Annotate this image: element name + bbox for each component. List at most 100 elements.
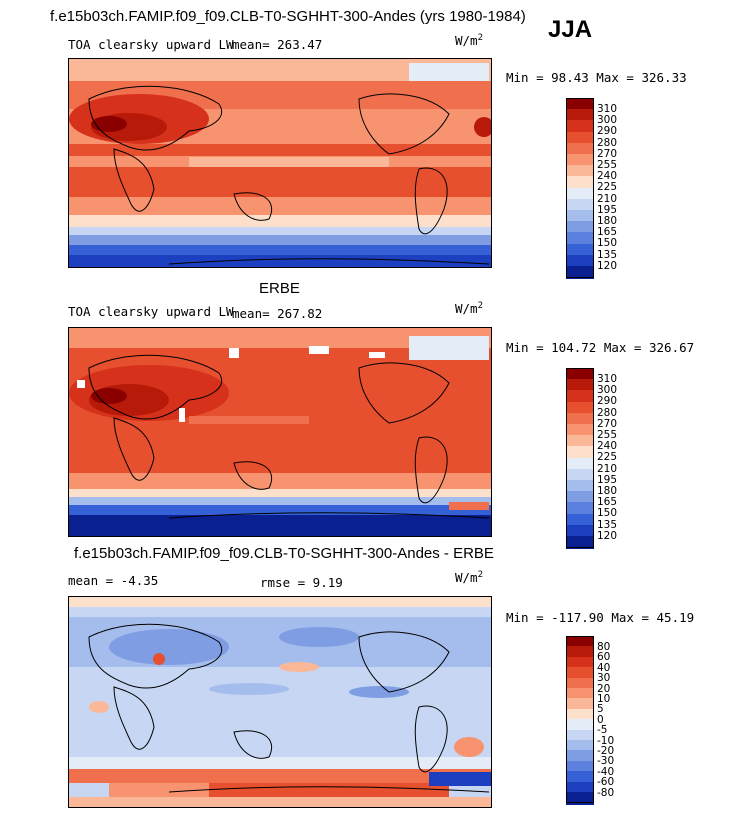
colorbar-tick: 300	[597, 384, 618, 397]
panel3-colorbar: 80 60 40 30 20 10 5 0 -5 -10 -20 -30 -40…	[566, 636, 626, 816]
panel2-minmax-label: Min = 104.72 Max = 326.67	[506, 340, 695, 355]
colorbar-swatch	[566, 446, 594, 460]
colorbar-tick: 290	[597, 125, 618, 138]
colorbar-tick: 40	[597, 661, 611, 674]
colorbar-swatch	[566, 198, 594, 212]
colorbar-tick: 210	[597, 192, 618, 205]
colorbar-tick: 240	[597, 440, 618, 453]
panel1-map	[68, 58, 492, 268]
colorbar-swatch	[566, 232, 594, 246]
colorbar-swatch	[566, 468, 594, 482]
colorbar-tick: 195	[597, 473, 618, 486]
colorbar-tick: 20	[597, 682, 611, 695]
colorbar-tick: 255	[597, 159, 618, 171]
panel3-minmax-label: Min = -117.90 Max = 45.19	[506, 610, 695, 625]
colorbar-swatch	[566, 368, 594, 381]
colorbar-swatch	[566, 120, 594, 134]
colorbar-tick: 225	[597, 451, 618, 464]
panel1-variable-label: TOA clearsky upward LW	[68, 37, 234, 52]
colorbar-swatch	[566, 760, 594, 774]
colorbar-swatch	[566, 254, 594, 268]
colorbar-tick: 165	[597, 226, 618, 239]
colorbar-tick: 135	[597, 248, 618, 261]
colorbar-tick: -20	[597, 745, 615, 757]
colorbar-swatch	[566, 536, 594, 549]
colorbar-swatch	[566, 109, 594, 122]
colorbar-swatch	[566, 187, 594, 201]
colorbar-swatch	[566, 221, 594, 234]
colorbar-tick: 290	[597, 395, 618, 408]
panel2-units-label: W/m2	[455, 301, 483, 317]
colorbar-swatch	[566, 210, 594, 223]
colorbar-swatch	[566, 176, 594, 190]
colorbar-tick: 120	[597, 529, 618, 542]
colorbar-tick: 180	[597, 485, 618, 497]
colorbar-tick: -10	[597, 734, 615, 747]
colorbar-swatch	[566, 243, 594, 257]
colorbar-swatch	[566, 656, 594, 670]
colorbar-tick: 310	[597, 103, 618, 115]
colorbar-swatch	[566, 165, 594, 178]
panel3-mean-label: mean = -4.35	[68, 573, 159, 588]
colorbar-swatch	[566, 677, 594, 691]
colorbar-tick: 135	[597, 518, 618, 531]
colorbar-swatch	[566, 781, 594, 795]
colorbar-tick: 240	[597, 170, 618, 183]
colorbar-swatch	[566, 667, 594, 680]
colorbar-swatch	[566, 412, 594, 426]
colorbar-tick: 30	[597, 672, 611, 685]
colorbar-swatch	[566, 688, 594, 701]
panel1-units-label: W/m2	[455, 33, 483, 49]
colorbar-swatch	[566, 390, 594, 404]
panel1-mean-label: mean= 263.47	[232, 37, 323, 52]
colorbar-swatch	[566, 154, 594, 167]
colorbar-tick: -30	[597, 755, 615, 768]
colorbar-swatch	[566, 719, 594, 732]
colorbar-swatch	[566, 646, 594, 660]
colorbar-swatch	[566, 457, 594, 471]
panel3-units-label: W/m2	[455, 570, 483, 586]
panel1-minmax-label: Min = 98.43 Max = 326.33	[506, 70, 687, 85]
colorbar-swatch	[566, 740, 594, 753]
colorbar-swatch	[566, 750, 594, 764]
colorbar-swatch	[566, 491, 594, 504]
colorbar-tick: 270	[597, 417, 618, 430]
colorbar-tick: 5	[597, 703, 604, 716]
colorbar-swatch	[566, 142, 594, 156]
panel3-rmse-label: rmse = 9.19	[260, 575, 343, 590]
colorbar-tick: 195	[597, 203, 618, 216]
panel2-variable-label: TOA clearsky upward LW	[68, 304, 234, 319]
colorbar-tick: 180	[597, 215, 618, 227]
colorbar-swatch	[566, 708, 594, 722]
colorbar-tick: 0	[597, 713, 604, 726]
panel2-mean-label: mean= 267.82	[232, 306, 323, 321]
panel2-colorbar: 310 300 290 280 270 255 240 225 210 195 …	[566, 368, 626, 573]
colorbar-tick: 165	[597, 496, 618, 509]
colorbar-swatch	[566, 131, 594, 145]
colorbar-tick: -40	[597, 765, 615, 778]
colorbar-swatch	[566, 435, 594, 448]
colorbar-swatch	[566, 524, 594, 538]
colorbar-tick: -5	[597, 724, 608, 737]
colorbar-tick: 255	[597, 429, 618, 441]
colorbar-swatch	[566, 98, 594, 111]
colorbar-swatch	[566, 401, 594, 415]
colorbar-swatch	[566, 698, 594, 712]
colorbar-tick: 80	[597, 641, 611, 653]
colorbar-tick: -80	[597, 786, 615, 799]
colorbar-tick: 280	[597, 406, 618, 419]
colorbar-swatch	[566, 480, 594, 493]
colorbar-tick: 60	[597, 651, 611, 664]
colorbar-tick: 310	[597, 373, 618, 385]
colorbar-swatch	[566, 266, 594, 279]
colorbar-tick: 280	[597, 136, 618, 149]
colorbar-swatch	[566, 771, 594, 784]
colorbar-tick: 225	[597, 181, 618, 194]
colorbar-swatch	[566, 424, 594, 437]
panel3-title: f.e15b03ch.FAMIP.f09_f09.CLB-T0-SGHHT-30…	[74, 545, 494, 562]
panel3-map	[68, 596, 492, 808]
season-label: JJA	[548, 16, 593, 43]
panel1-colorbar: 310 300 290 280 270 255 240 225 210 195 …	[566, 98, 626, 303]
colorbar-tick: 10	[597, 693, 611, 705]
colorbar-tick: 300	[597, 114, 618, 127]
